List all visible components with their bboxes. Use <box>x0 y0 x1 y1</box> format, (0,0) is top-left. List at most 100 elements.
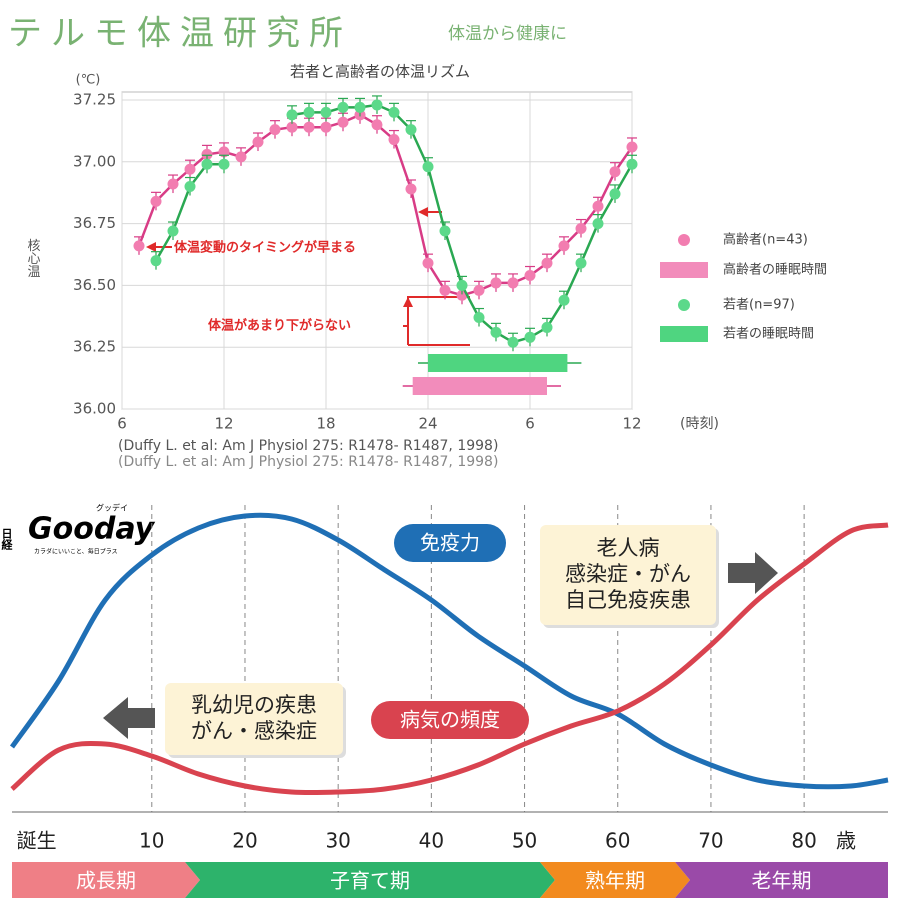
data-point <box>609 166 621 178</box>
stage-label: 熟年期 <box>585 869 645 893</box>
data-point <box>507 336 519 348</box>
data-point <box>592 200 604 212</box>
annotation: 体温があまり下がらない <box>208 318 351 334</box>
note-box <box>540 525 716 625</box>
stage-label: 老年期 <box>752 869 812 893</box>
data-point <box>286 121 298 133</box>
data-point <box>405 183 417 195</box>
data-point <box>150 195 162 207</box>
logo-name: Gooday <box>28 512 156 547</box>
stage-band <box>12 862 200 898</box>
note-text: 老人病 <box>597 536 660 560</box>
citation-shadow: (Duffy L. et al: Am J Physiol 275: R1478… <box>118 454 498 470</box>
x-tick-label: 6 <box>525 415 535 433</box>
x-unit: (時刻) <box>680 416 719 432</box>
citation: (Duffy L. et al: Am J Physiol 275: R1478… <box>118 438 498 454</box>
data-point <box>337 116 349 128</box>
y-tick-label: 36.75 <box>73 214 116 232</box>
note-arrow <box>103 697 155 739</box>
legend-swatch <box>678 234 690 246</box>
data-point <box>354 101 366 113</box>
y-tick-label: 37.25 <box>73 91 116 109</box>
data-point <box>609 188 621 200</box>
legend-swatch <box>678 299 690 311</box>
data-point <box>422 161 434 173</box>
data-point <box>269 124 281 136</box>
data-point <box>320 121 332 133</box>
data-point <box>490 326 502 338</box>
stage-band <box>540 862 690 898</box>
data-point <box>592 218 604 230</box>
legend-label: 若者の睡眠時間 <box>723 326 814 342</box>
legend-label: 高齢者の睡眠時間 <box>723 262 827 278</box>
data-point <box>235 151 247 163</box>
data-point <box>184 163 196 175</box>
data-point <box>507 277 519 289</box>
y-unit: (℃) <box>76 73 101 88</box>
logo-small: 日経 <box>0 528 13 551</box>
stage-label: 成長期 <box>76 869 136 893</box>
stage-band <box>675 862 888 898</box>
data-point <box>388 134 400 146</box>
legend-label: 高齢者(n=43) <box>723 232 808 248</box>
sleep-bar <box>428 354 568 372</box>
data-point <box>626 141 638 153</box>
x-tick-label: 30 <box>325 829 350 853</box>
chart-title: 若者と高齢者の体温リズム <box>290 63 470 81</box>
y-tick-label: 36.50 <box>73 276 116 294</box>
y-axis-label: 核心温 <box>25 239 41 278</box>
data-point <box>473 312 485 324</box>
data-point <box>167 178 179 190</box>
x-tick-label: 60 <box>605 829 630 853</box>
data-point <box>371 99 383 111</box>
note-text: 自己免疫疾患 <box>565 588 691 612</box>
data-point <box>439 284 451 296</box>
data-point <box>371 119 383 131</box>
series-curve <box>10 522 889 796</box>
data-point <box>524 270 536 282</box>
stage-label: 子育て期 <box>330 869 410 893</box>
y-tick-label: 37.00 <box>73 152 116 170</box>
series-label-pill <box>371 701 529 739</box>
logo-slogan: カラダにいいこと、毎日プラス <box>34 548 118 556</box>
data-point <box>252 136 264 148</box>
data-point <box>303 121 315 133</box>
note-text: 感染症・がん <box>565 562 691 586</box>
x-tick-label: 誕生 <box>17 829 57 853</box>
data-point <box>201 158 213 170</box>
logo-kana: グッデイ <box>96 503 128 513</box>
series-label-pill <box>394 524 506 562</box>
note-box <box>165 683 343 755</box>
x-tick-label: 80 <box>791 829 816 853</box>
series-label: 免疫力 <box>420 531 480 555</box>
x-tick-label: 12 <box>622 415 641 433</box>
header-tagline: 体温から健康に <box>448 24 567 44</box>
note-text: がん・感染症 <box>191 719 317 743</box>
series-curve <box>9 512 889 790</box>
x-tick-label: 50 <box>512 829 537 853</box>
x-tick-label: 70 <box>698 829 723 853</box>
data-point <box>558 240 570 252</box>
data-point <box>218 146 230 158</box>
x-tick-label: 12 <box>214 415 233 433</box>
data-point <box>456 279 468 291</box>
stage-band <box>185 862 555 898</box>
x-tick-label: 20 <box>232 829 257 853</box>
data-point <box>303 106 315 118</box>
legend-label: 若者(n=97) <box>723 297 795 313</box>
x-tick-label: 40 <box>419 829 444 853</box>
data-point <box>201 148 213 160</box>
data-point <box>541 257 553 269</box>
data-point <box>150 255 162 267</box>
sleep-bar <box>412 377 547 395</box>
legend-swatch <box>660 326 708 342</box>
annotation: 体温変動のタイミングが早まる <box>174 240 356 256</box>
x-tick-label: 18 <box>316 415 335 433</box>
data-point <box>575 257 587 269</box>
data-point <box>218 158 230 170</box>
data-point <box>320 106 332 118</box>
y-tick-label: 36.25 <box>73 338 116 356</box>
note-arrow <box>728 552 778 594</box>
data-point <box>337 101 349 113</box>
